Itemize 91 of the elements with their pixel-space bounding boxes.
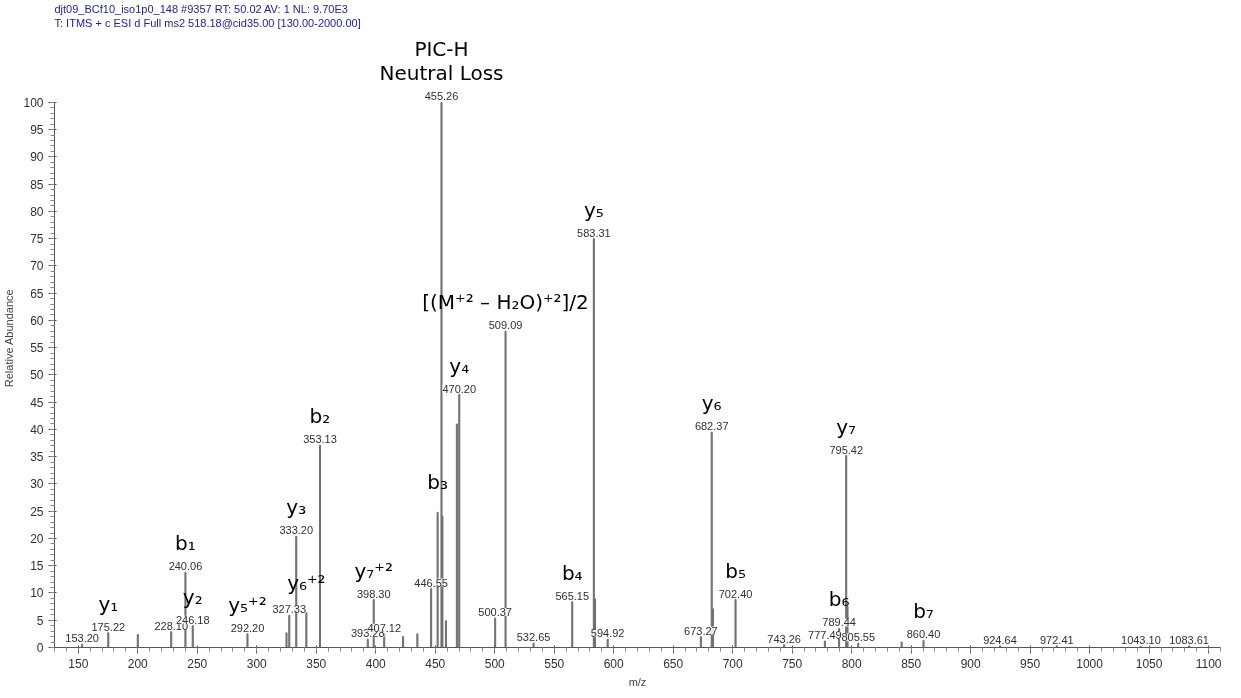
x-tick-label: 800 [841,656,862,671]
x-axis-title: m/z [628,675,647,688]
x-tick-label: 850 [901,656,922,671]
text: T: ITMS + c ESI d Full ms2 518.18@cid35.00 [130.00-2000.00] [54,16,361,29]
annotation: 470.20 [442,382,477,395]
y-tick-label: 95 [30,123,44,138]
annotation: y₃ [286,495,307,520]
y-tick-label: 45 [30,395,44,410]
annotation: y₇ [836,414,857,439]
annotation: 924.64 [983,633,1017,646]
annotation: 805.55 [841,631,876,644]
annotation: b₅ [725,558,746,583]
text: djt09_BCf10_iso1p0_148 #9357 RT: 50.02 AV: 1 NL: 9.70E3 [54,2,348,15]
x-tick-label: 650 [663,656,684,671]
y-tick-label: 20 [30,531,44,546]
annotation: y₆ [701,391,722,416]
annotation: y₇⁺² [354,558,393,583]
x-tick-label: 300 [246,656,268,671]
annotation: y₅⁺² [228,592,267,617]
y-tick-label: 90 [30,150,44,165]
annotation: 446.55 [414,576,448,589]
annotation: 594.92 [590,627,625,640]
y-tick-label: 60 [30,313,44,328]
annotation: 500.37 [478,606,512,619]
y-tick-label: 40 [30,422,44,437]
x-tick-label: 950 [1020,656,1041,671]
y-tick-label: 5 [36,613,44,628]
x-tick-label: 1050 [1135,656,1163,671]
annotation: b₆ [828,587,850,612]
x-tick-label: 900 [960,656,981,671]
x-tick-label: 700 [722,656,744,671]
y-tick-label: 75 [30,232,44,247]
y-tick-label: 65 [30,286,44,301]
y-tick-label: 70 [30,259,44,274]
y-tick-label: 35 [30,450,44,465]
y-tick-label: 55 [30,341,44,356]
annotation: 673.27 [684,624,718,637]
y-tick-label: 85 [30,177,44,192]
annotation: 972.41 [1039,633,1074,646]
annotation: 327.33 [272,603,307,616]
x-tick-label: 500 [484,656,506,671]
y-axis-title: Relative Abundance [3,289,16,388]
x-tick-label: 350 [306,656,327,671]
annotation: 398.30 [356,587,391,600]
annotation: 743.26 [767,632,801,645]
annotation: b₁ [175,531,196,556]
x-tick-label: 550 [544,656,565,671]
x-tick-label: 150 [68,656,89,671]
annotation: 1083.61 [1169,633,1209,646]
x-tick-label: 1100 [1195,656,1222,671]
annotation: y₁ [98,591,119,616]
x-tick-label: 250 [187,656,208,671]
annotation: 777.49 [808,628,842,641]
annotation: 353.13 [303,433,337,446]
annotation: 583.31 [577,226,611,239]
annotation: 682.37 [694,420,729,433]
annotation: 292.20 [230,621,265,634]
annotation: y₅ [583,197,604,222]
x-tick-label: 400 [365,656,387,671]
annotation: b₂ [309,404,331,429]
x-tick-label: 450 [425,656,446,671]
x-tick-label: 750 [782,656,803,671]
annotation: b₄ [561,560,583,585]
annotation: Neutral Loss [379,61,504,86]
annotation: 795.42 [829,443,864,456]
x-tick-label: 1000 [1076,656,1104,671]
y-tick-label: 100 [23,95,44,110]
y-tick-label: 10 [30,586,44,601]
y-tick-label: 15 [30,559,44,574]
annotation: 565.15 [555,589,590,602]
annotation: 789.44 [822,616,856,629]
y-tick-label: 0 [36,641,44,655]
x-tick-label: 200 [127,656,149,671]
annotation: 455.26 [424,90,459,103]
annotation: 240.06 [168,560,203,573]
annotation: 333.20 [279,524,314,537]
annotation: 509.09 [488,319,523,332]
annotation: b₇ [913,599,934,624]
y-tick-label: 80 [30,204,44,219]
annotation: 532.65 [516,631,551,644]
annotation: PIC-H [414,37,469,62]
annotation: y₄ [449,353,470,378]
y-tick-label: 50 [30,368,44,383]
annotation: 860.40 [906,628,941,641]
annotation: 153.20 [65,632,99,645]
annotation: 1043.10 [1121,634,1161,647]
y-tick-label: 25 [30,504,44,519]
annotation: 175.22 [91,620,126,633]
annotation: 702.40 [718,587,753,600]
y-tick-label: 30 [30,477,44,492]
x-tick-label: 600 [603,656,625,671]
